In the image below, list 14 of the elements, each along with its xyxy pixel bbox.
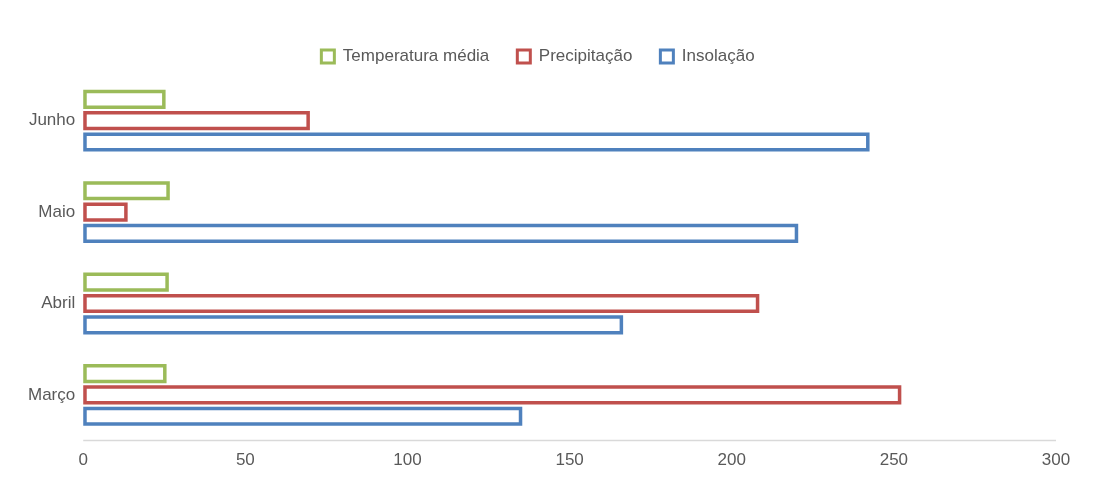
x-tick-label: 250 [879,450,909,470]
legend-label: Insolação [681,46,755,66]
y-tick-label: Maio [38,201,76,221]
x-tick-label: 200 [717,450,746,470]
x-tick-label: 50 [235,450,255,470]
y-tick-label: Junho [28,110,76,130]
y-tick-label: Março [28,384,76,404]
y-tick-label: Abril [41,293,76,313]
x-tick-label: 300 [1041,450,1071,470]
legend-label: Precipitação [538,46,633,66]
x-tick-label: 100 [393,450,422,470]
x-tick-label: 150 [555,450,584,470]
legend-label: Temperatura média [342,46,490,66]
x-tick-label: 0 [78,450,88,470]
